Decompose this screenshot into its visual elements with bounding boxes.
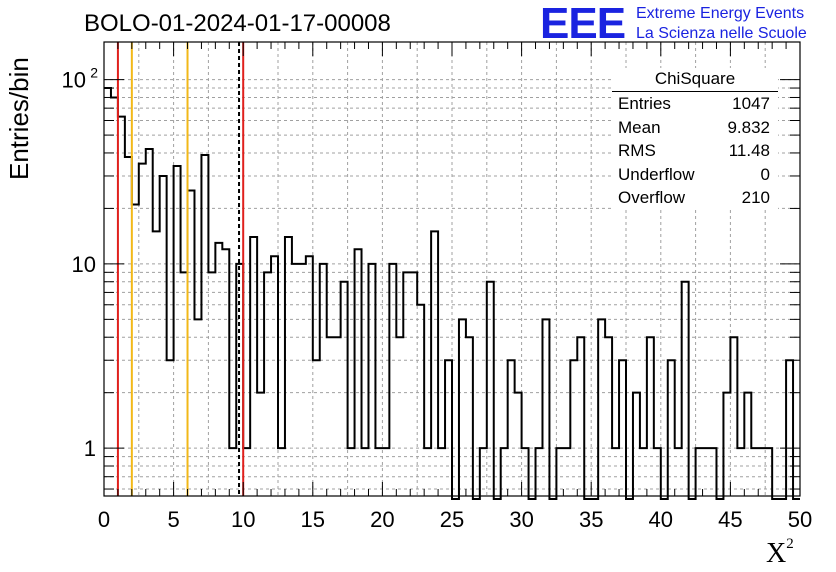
stats-box: ChiSquare Entries 1047 Mean 9.832 RMS 11.48… — [612, 68, 778, 210]
stats-label: Entries — [618, 94, 671, 113]
x-axis-label-sup: 2 — [786, 536, 794, 552]
stats-row-rms: RMS 11.48 — [612, 139, 778, 163]
x-tick-label: 40 — [649, 507, 673, 532]
chart-title: BOLO-01-2024-01-17-00008 — [84, 10, 391, 37]
eee-logo-line1: Extreme Energy Events — [636, 5, 805, 22]
stats-row-underflow: Underflow 0 — [612, 163, 778, 187]
stats-label: Overflow — [618, 188, 686, 207]
x-tick-label: 35 — [579, 507, 603, 532]
stats-box-title: ChiSquare — [612, 68, 778, 92]
x-tick-label: 5 — [167, 507, 179, 532]
y-tick-label-exponent: 2 — [90, 65, 98, 81]
stats-label: RMS — [618, 141, 656, 160]
eee-logo: EEE — [540, 0, 626, 48]
y-tick-label: 10 — [72, 252, 96, 277]
x-tick-label: 10 — [231, 507, 255, 532]
y-tick-label: 10 — [62, 68, 86, 93]
x-tick-label: 50 — [788, 507, 812, 532]
stats-label: Underflow — [618, 164, 695, 184]
histogram-step-line — [104, 87, 800, 500]
stats-value: 1047 — [732, 94, 770, 113]
stats-row-overflow: Overflow 210 — [612, 186, 778, 210]
stats-value: 11.48 — [728, 141, 770, 160]
x-tick-label: 30 — [509, 507, 533, 532]
x-tick-label: 0 — [98, 507, 110, 532]
eee-logo-line2: La Scienza nelle Scuole — [636, 25, 807, 42]
x-axis-label-base: X — [766, 538, 787, 569]
stats-value: 210 — [741, 188, 770, 207]
x-tick-label: 25 — [440, 507, 464, 532]
y-tick-label: 1 — [84, 436, 96, 461]
stats-label: Mean — [618, 117, 661, 137]
x-tick-label: 45 — [718, 507, 742, 532]
stats-value: 9.832 — [727, 117, 770, 137]
eee-logo-text: Extreme Energy Events La Scienza nelle S… — [636, 4, 807, 44]
stats-row-entries: Entries 1047 — [612, 92, 778, 116]
x-tick-label: 15 — [301, 507, 325, 532]
x-tick-label: 20 — [370, 507, 394, 532]
x-axis-label: X2 — [766, 536, 794, 570]
stats-value: 0 — [760, 164, 770, 184]
stats-row-mean: Mean 9.832 — [612, 116, 778, 140]
